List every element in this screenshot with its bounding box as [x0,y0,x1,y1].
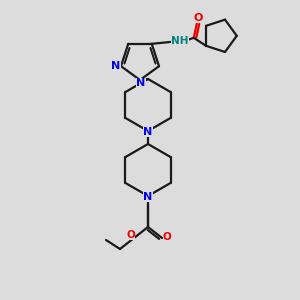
Text: N: N [143,127,153,137]
Text: N: N [143,192,153,202]
Text: N: N [136,78,146,88]
Text: O: O [163,232,171,242]
Text: O: O [193,13,203,23]
Text: N: N [111,61,121,71]
Text: O: O [127,230,135,240]
Text: NH: NH [171,36,188,46]
